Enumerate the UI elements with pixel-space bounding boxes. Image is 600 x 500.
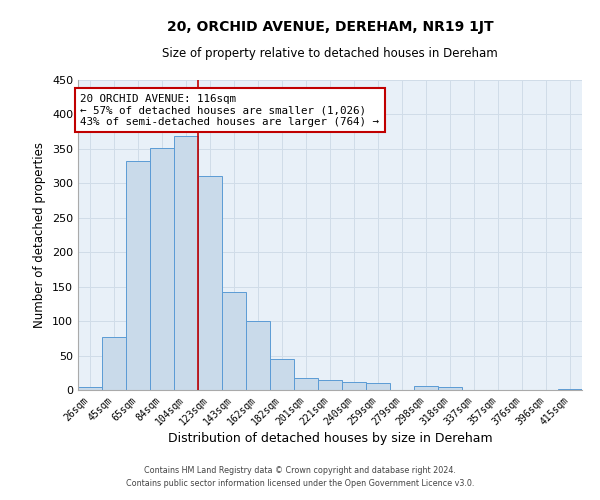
Bar (102, 337, 126, 390)
Bar (222, 292, 246, 390)
Text: 20 ORCHID AVENUE: 116sqm
← 57% of detached houses are smaller (1,026)
43% of sem: 20 ORCHID AVENUE: 116sqm ← 57% of detach… (80, 94, 379, 127)
Bar (198, 176, 222, 390)
Bar (438, 386, 462, 390)
Bar (126, 160, 150, 390)
Bar (78, 386, 102, 390)
Bar (558, 388, 582, 390)
Bar (294, 378, 318, 390)
Text: Size of property relative to detached houses in Dereham: Size of property relative to detached ho… (162, 48, 498, 60)
Bar (342, 382, 366, 390)
Bar (150, 148, 174, 390)
Y-axis label: Number of detached properties: Number of detached properties (34, 142, 46, 328)
Bar (366, 383, 390, 390)
Bar (414, 386, 438, 390)
Bar (174, 136, 198, 390)
Bar (270, 359, 294, 390)
Text: 20, ORCHID AVENUE, DEREHAM, NR19 1JT: 20, ORCHID AVENUE, DEREHAM, NR19 1JT (167, 20, 493, 34)
Bar (318, 380, 342, 390)
X-axis label: Distribution of detached houses by size in Dereham: Distribution of detached houses by size … (167, 432, 493, 446)
Bar (246, 321, 270, 390)
Text: Contains HM Land Registry data © Crown copyright and database right 2024.
Contai: Contains HM Land Registry data © Crown c… (126, 466, 474, 487)
